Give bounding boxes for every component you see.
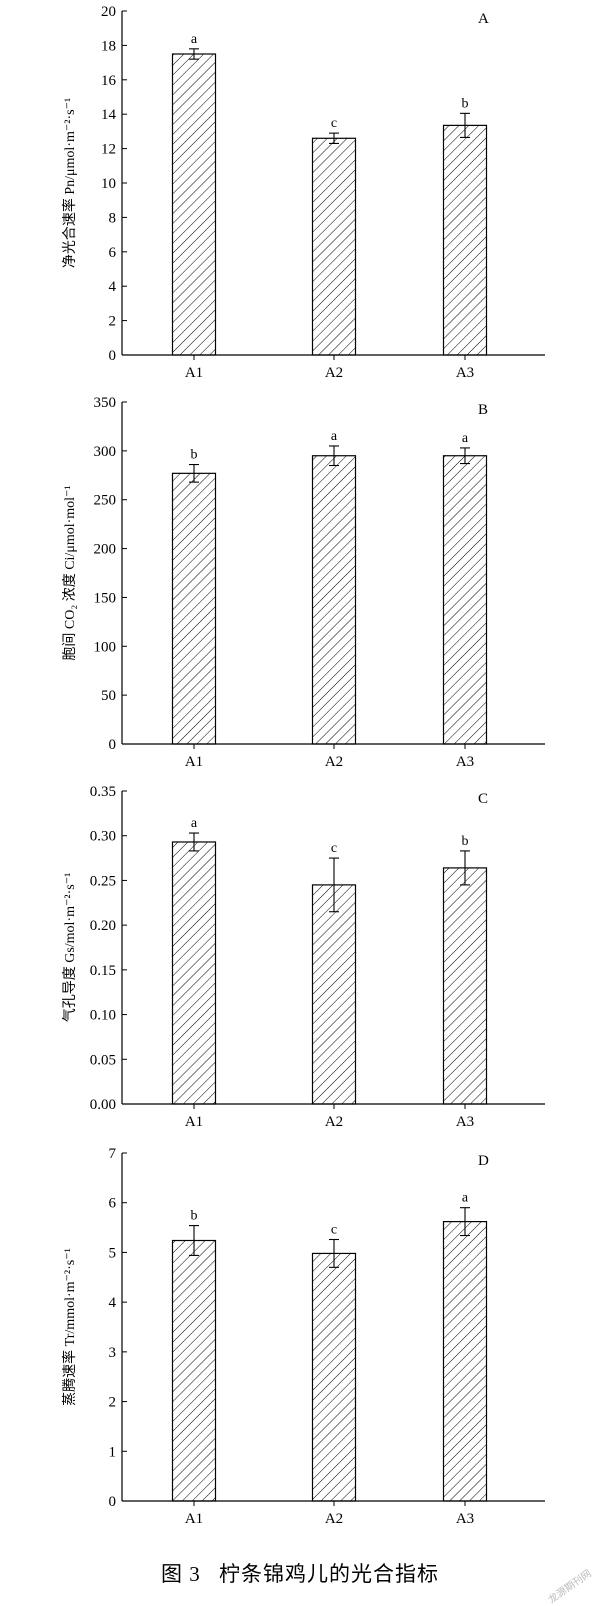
y-axis-title: 胞间 CO₂ 浓度 Ci/μmol·mol⁻¹ — [62, 485, 78, 660]
y-axis-title: 气孔导度 Gs/mol·m⁻²·s⁻¹ — [62, 873, 78, 1023]
y-tick-label: 350 — [94, 395, 117, 411]
x-tick-label: A1 — [185, 754, 203, 770]
chart-panel-C: 0.00 0.05 0.10 0.15 0.20 0.25 0.30 0.35 气孔导度 Gs/… — [62, 784, 545, 1130]
y-tick-label: 1 — [109, 1444, 117, 1460]
chart-panel-D: 0 1 2 3 4 5 6 7 蒸腾速率 Tr/mmol·m⁻²·s⁻¹ Db A1 c A2 a A3 — [61, 1146, 545, 1527]
y-tick-label: 10 — [101, 176, 116, 192]
y-tick-label: 16 — [101, 73, 117, 89]
y-tick-label: 150 — [94, 590, 117, 606]
bar — [442, 124, 488, 356]
y-axis-title: 净光合速率 Pn/μmol·m⁻²·s⁻¹ — [61, 98, 78, 268]
bar — [311, 1252, 357, 1502]
y-tick-label: 5 — [109, 1245, 117, 1261]
significance-letter: c — [331, 1223, 337, 1238]
significance-letter: b — [191, 1209, 198, 1224]
y-tick-label: 20 — [101, 4, 116, 20]
y-tick-label: 300 — [94, 444, 117, 460]
significance-letter: a — [331, 429, 338, 444]
significance-letter: a — [462, 431, 469, 446]
x-tick-label: A3 — [456, 754, 474, 770]
y-tick-label: 4 — [109, 279, 117, 295]
panel-label: A — [478, 11, 489, 27]
bar — [442, 455, 488, 745]
y-tick-label: 7 — [109, 1146, 117, 1162]
y-tick-label: 6 — [109, 245, 117, 261]
x-tick-label: A1 — [185, 365, 203, 381]
significance-letter: c — [331, 116, 337, 131]
significance-letter: b — [462, 96, 469, 111]
bar — [171, 841, 217, 1105]
y-tick-label: 0.20 — [90, 918, 116, 934]
y-tick-label: 0 — [109, 1494, 117, 1510]
bar — [171, 53, 217, 356]
x-tick-label: A3 — [456, 1114, 474, 1130]
y-tick-label: 12 — [101, 142, 116, 158]
y-tick-label: 200 — [94, 542, 117, 558]
significance-letter: a — [191, 816, 198, 831]
y-tick-label: 14 — [101, 107, 117, 123]
chart-panel-B: 0 50 100 150 200 250 300 350 胞间 CO₂ 浓度 Ci/μmol·m… — [62, 395, 545, 770]
significance-letter: a — [462, 1191, 469, 1206]
significance-letter: a — [191, 32, 198, 47]
panel-label: C — [478, 791, 488, 807]
bar — [171, 1239, 217, 1502]
y-tick-label: 0.10 — [90, 1008, 116, 1024]
y-tick-label: 0.25 — [90, 873, 116, 889]
caption-figure-number: 图 3 — [161, 1562, 201, 1586]
y-tick-label: 0 — [109, 737, 117, 753]
y-tick-label: 6 — [109, 1196, 117, 1212]
significance-letter: b — [191, 448, 198, 463]
chart-panel-A: 0 2 4 6 8 10 12 14 16 18 20 净光合速率 Pn/μmol·m⁻²·s⁻¹ Aa… — [61, 4, 545, 381]
y-tick-label: 250 — [94, 493, 117, 509]
y-tick-label: 0.15 — [90, 963, 116, 979]
y-tick-label: 50 — [101, 688, 116, 704]
y-tick-label: 0.05 — [90, 1052, 116, 1068]
caption-title: 柠条锦鸡儿的光合指标 — [219, 1562, 439, 1586]
bar — [442, 867, 488, 1105]
y-tick-label: 3 — [109, 1345, 117, 1361]
bar — [311, 137, 357, 356]
y-tick-label: 2 — [109, 1395, 117, 1411]
x-tick-label: A1 — [185, 1511, 203, 1527]
panel-label: B — [478, 402, 488, 418]
bar — [311, 884, 357, 1105]
y-tick-label: 2 — [109, 314, 117, 330]
y-tick-label: 4 — [109, 1295, 117, 1311]
y-axis-title: 蒸腾速率 Tr/mmol·m⁻²·s⁻¹ — [61, 1248, 78, 1406]
x-tick-label: A2 — [325, 1114, 343, 1130]
y-tick-label: 0.30 — [90, 829, 116, 845]
significance-letter: c — [331, 841, 337, 856]
x-tick-label: A3 — [456, 1511, 474, 1527]
bar — [171, 472, 217, 745]
bar — [311, 455, 357, 745]
y-tick-label: 100 — [94, 639, 117, 655]
y-tick-label: 0.00 — [90, 1097, 116, 1113]
panel-label: D — [478, 1153, 489, 1169]
significance-letter: b — [462, 834, 469, 849]
x-tick-label: A1 — [185, 1114, 203, 1130]
y-tick-label: 18 — [101, 38, 116, 54]
figure-caption: 图 3 柠条锦鸡儿的光合指标 — [0, 1558, 600, 1588]
x-tick-label: A2 — [325, 754, 343, 770]
bar — [442, 1221, 488, 1502]
y-tick-label: 0.35 — [90, 784, 116, 800]
y-tick-label: 0 — [109, 348, 117, 364]
x-tick-label: A2 — [325, 1511, 343, 1527]
x-tick-label: A3 — [456, 365, 474, 381]
x-tick-label: A2 — [325, 365, 343, 381]
y-tick-label: 8 — [109, 210, 117, 226]
